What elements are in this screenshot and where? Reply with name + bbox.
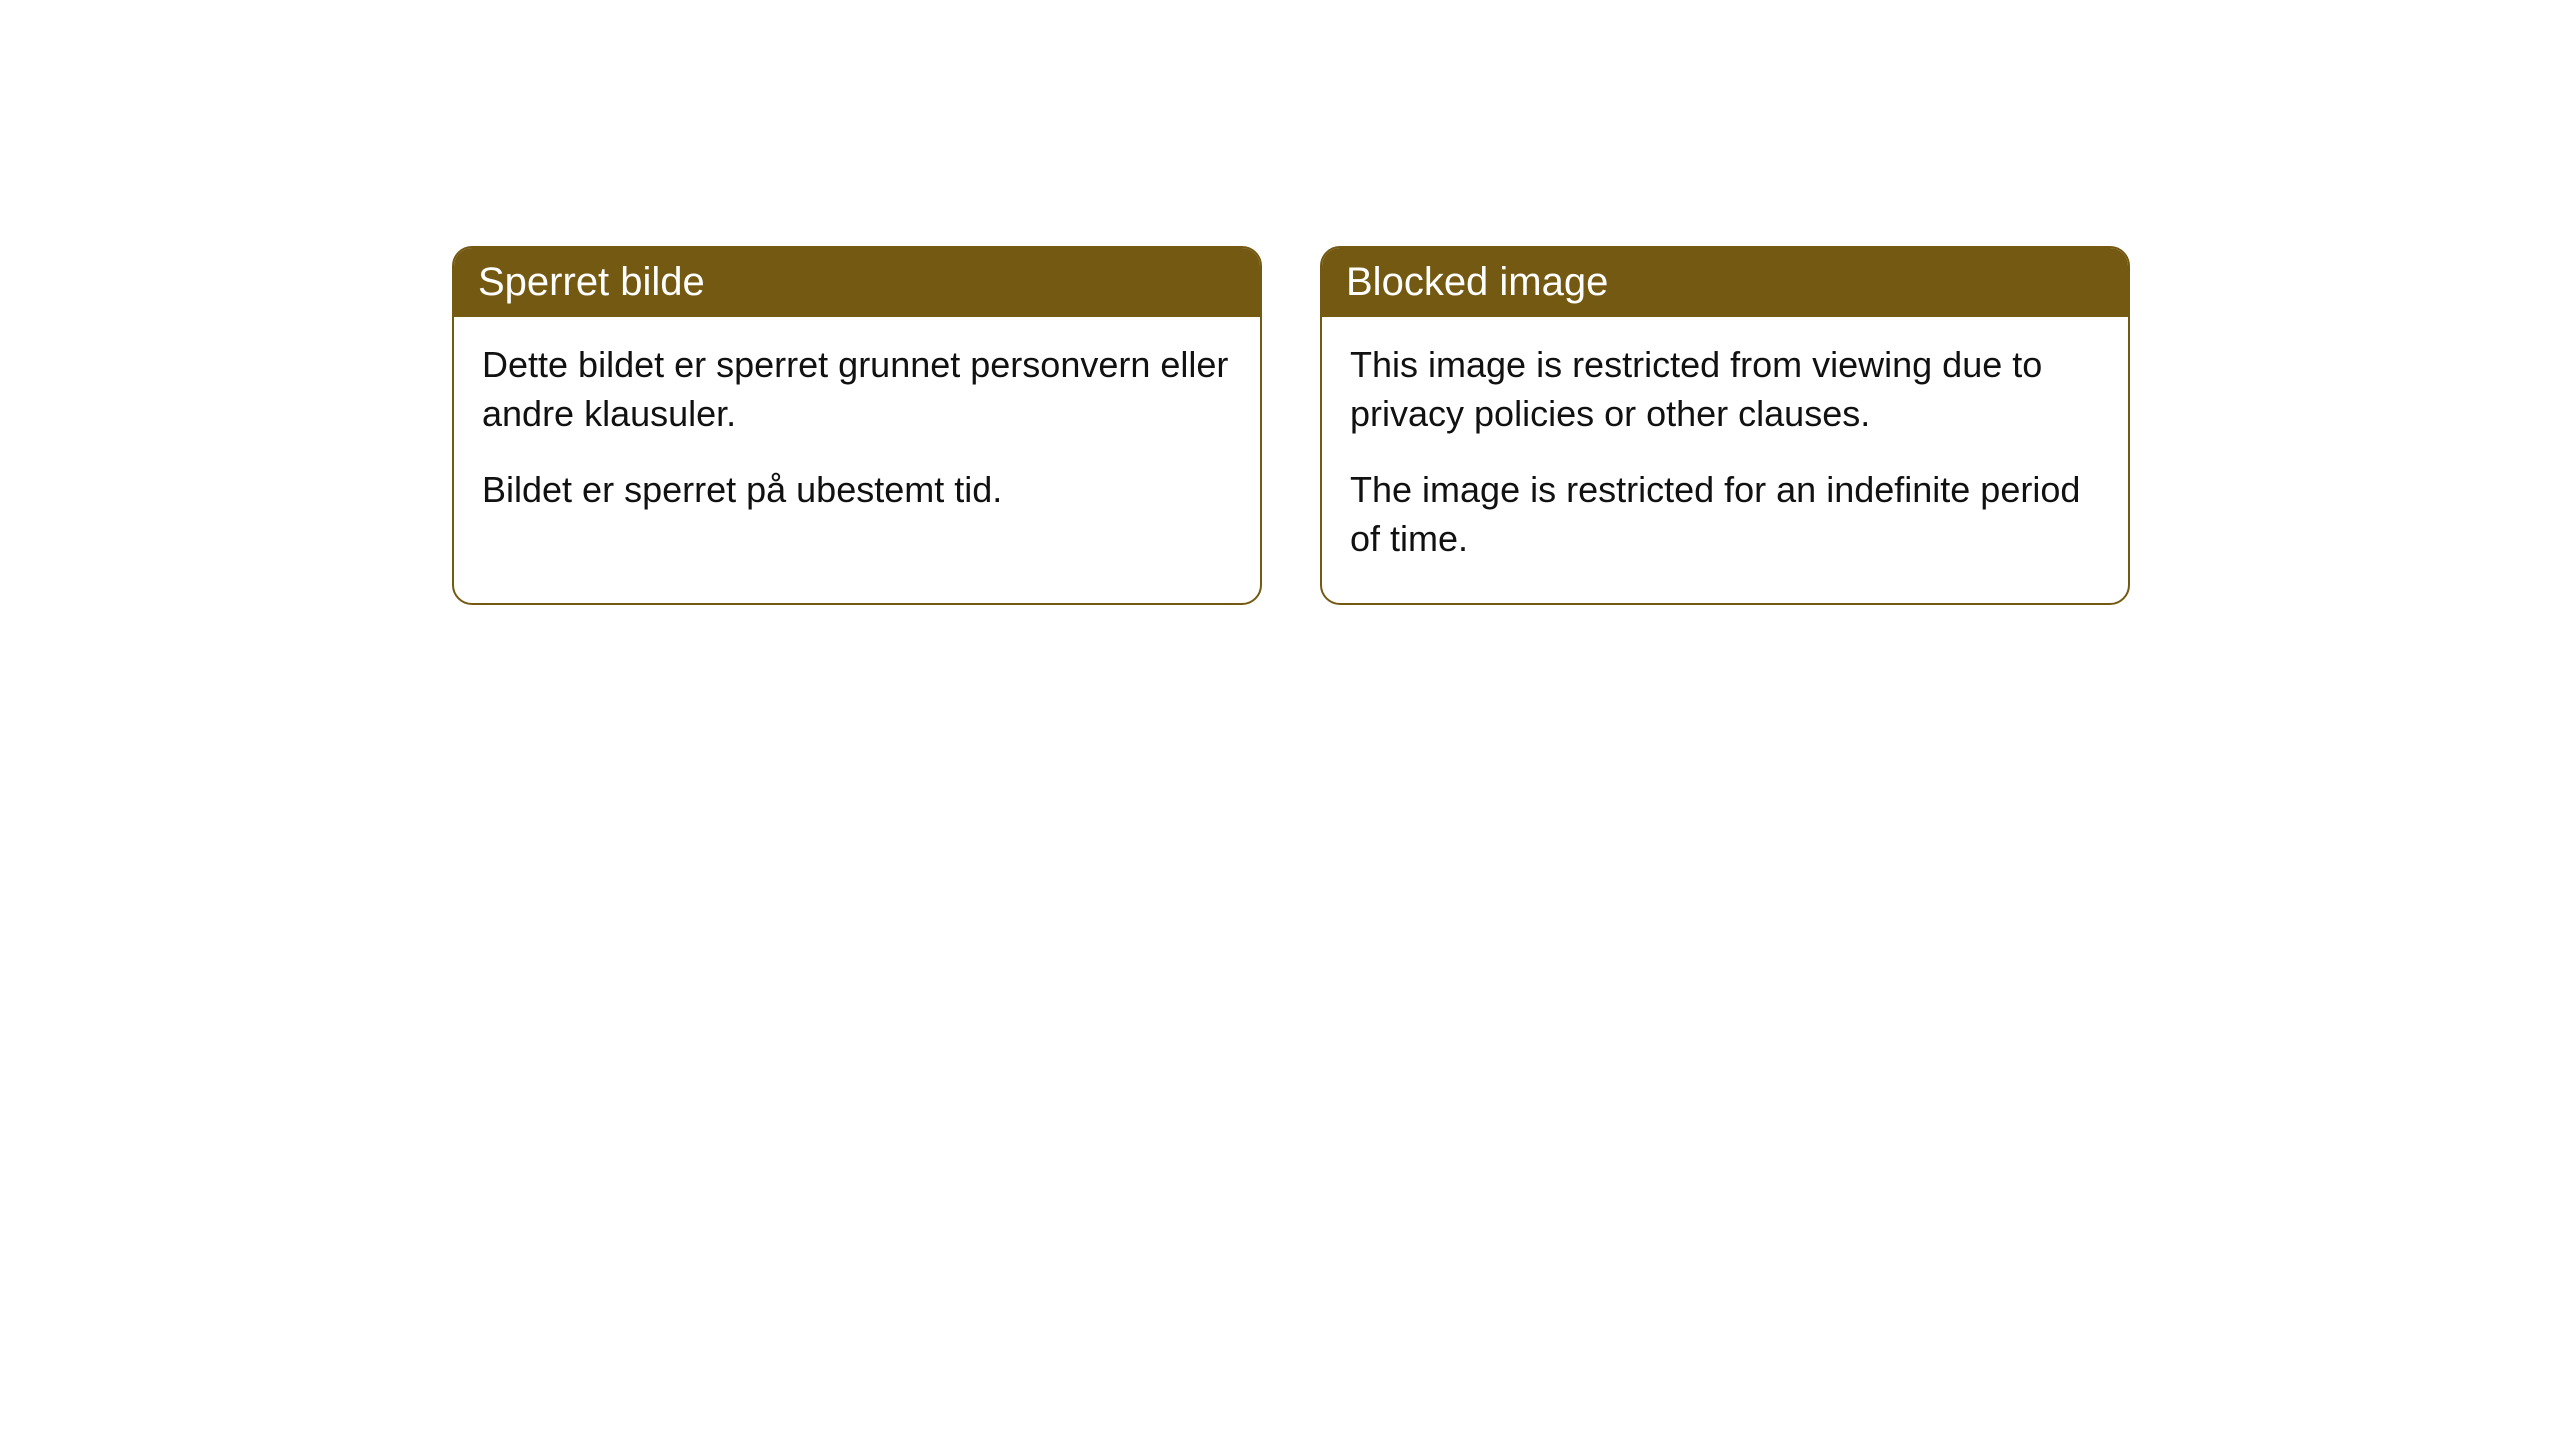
notice-paragraph: Bildet er sperret på ubestemt tid. [482,466,1232,515]
notice-card-norwegian: Sperret bilde Dette bildet er sperret gr… [452,246,1262,605]
notice-paragraph: Dette bildet er sperret grunnet personve… [482,341,1232,438]
notice-paragraph: The image is restricted for an indefinit… [1350,466,2100,563]
notice-title-english: Blocked image [1322,248,2128,317]
notice-container: Sperret bilde Dette bildet er sperret gr… [0,0,2560,605]
notice-body-norwegian: Dette bildet er sperret grunnet personve… [454,317,1260,555]
notice-title-norwegian: Sperret bilde [454,248,1260,317]
notice-body-english: This image is restricted from viewing du… [1322,317,2128,603]
notice-card-english: Blocked image This image is restricted f… [1320,246,2130,605]
notice-paragraph: This image is restricted from viewing du… [1350,341,2100,438]
